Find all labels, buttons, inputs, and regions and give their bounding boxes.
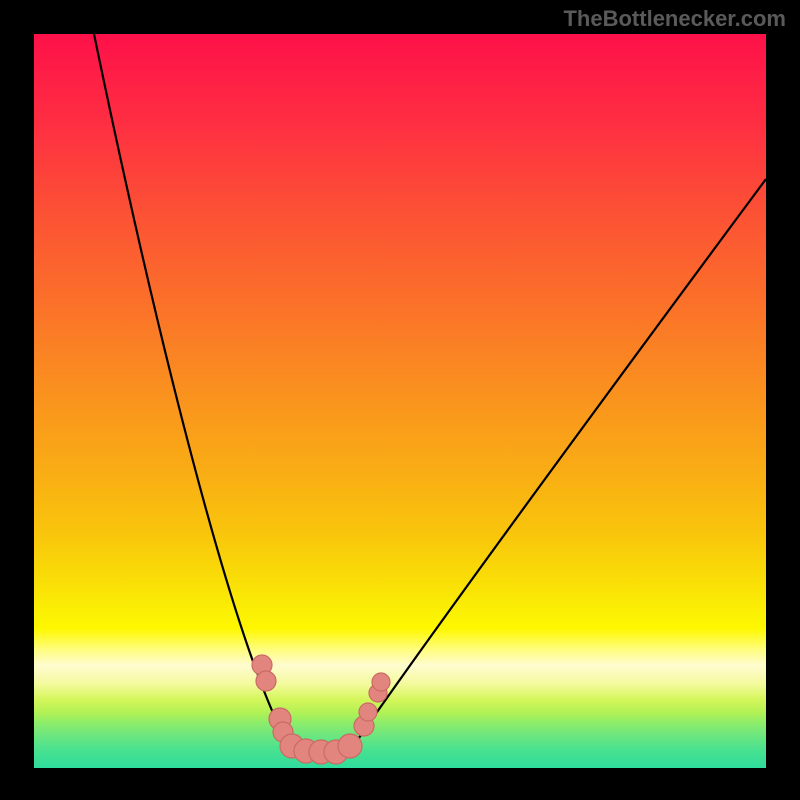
watermark-text: TheBottlenecker.com (563, 6, 786, 32)
valley-marker (338, 734, 362, 758)
gradient-background (34, 34, 766, 768)
valley-marker (372, 673, 390, 691)
bottleneck-curve-svg (34, 34, 766, 768)
plot-area (34, 34, 766, 768)
chart-outer: TheBottlenecker.com (0, 0, 800, 800)
valley-marker (256, 671, 276, 691)
valley-marker (359, 703, 377, 721)
